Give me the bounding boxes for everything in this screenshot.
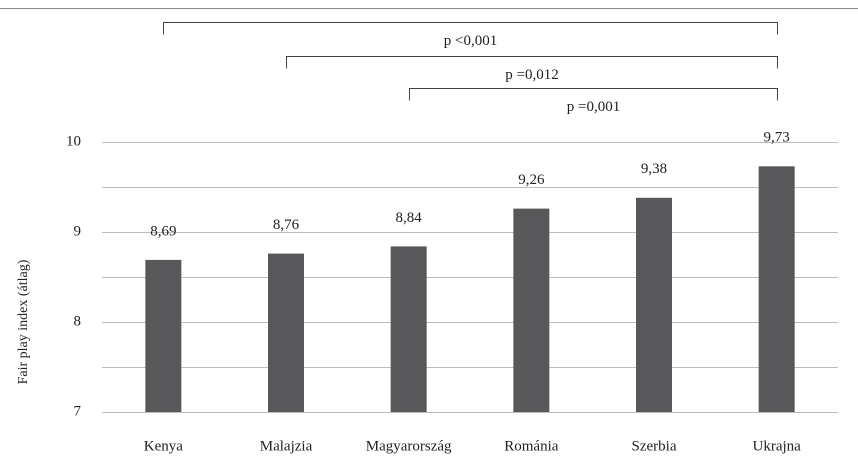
x-tick-label: Magyarország xyxy=(366,438,452,454)
data-label: 8,76 xyxy=(273,217,300,233)
bar-magyarország xyxy=(390,246,427,412)
data-label: 9,73 xyxy=(764,130,790,146)
x-tick-label: Kenya xyxy=(144,438,183,454)
bar-románia xyxy=(513,208,550,412)
y-axis-ticks: 7 8 9 10 xyxy=(66,133,82,419)
y-tick-label: 10 xyxy=(66,133,81,149)
data-label: 8,69 xyxy=(150,223,176,239)
significance-brackets: p <0,001 p =0,012 p =0,001 xyxy=(163,22,778,115)
x-tick-label: Ukrajna xyxy=(753,438,802,454)
bar-szerbia xyxy=(636,197,672,412)
x-tick-label: Románia xyxy=(504,438,558,454)
significance-label: p =0,012 xyxy=(505,67,558,83)
significance-label: p =0,001 xyxy=(567,99,620,115)
bar-malajzia xyxy=(268,253,304,412)
bar-kenya xyxy=(145,259,182,412)
y-tick-label: 7 xyxy=(74,403,82,419)
data-label: 9,26 xyxy=(518,172,545,188)
data-labels: 8,69 8,76 8,84 9,26 9,38 9,73 xyxy=(150,130,790,240)
x-tick-label: Szerbia xyxy=(632,438,677,454)
y-axis-title: Fair play index (átlag) xyxy=(16,259,31,384)
bars xyxy=(145,166,795,412)
significance-bracket xyxy=(286,56,778,69)
x-tick-label: Malajzia xyxy=(260,438,313,454)
data-label: 8,84 xyxy=(396,210,423,226)
significance-bracket xyxy=(163,22,778,35)
y-tick-label: 9 xyxy=(74,223,82,239)
bar-ukrajna xyxy=(758,166,795,412)
significance-bracket xyxy=(409,88,778,101)
data-label: 9,38 xyxy=(641,161,667,177)
y-tick-label: 8 xyxy=(74,313,82,329)
x-axis-ticks: Kenya Malajzia Magyarország Románia Szerbia U… xyxy=(144,438,801,454)
gridlines xyxy=(102,142,838,413)
significance-label: p <0,001 xyxy=(444,33,497,49)
